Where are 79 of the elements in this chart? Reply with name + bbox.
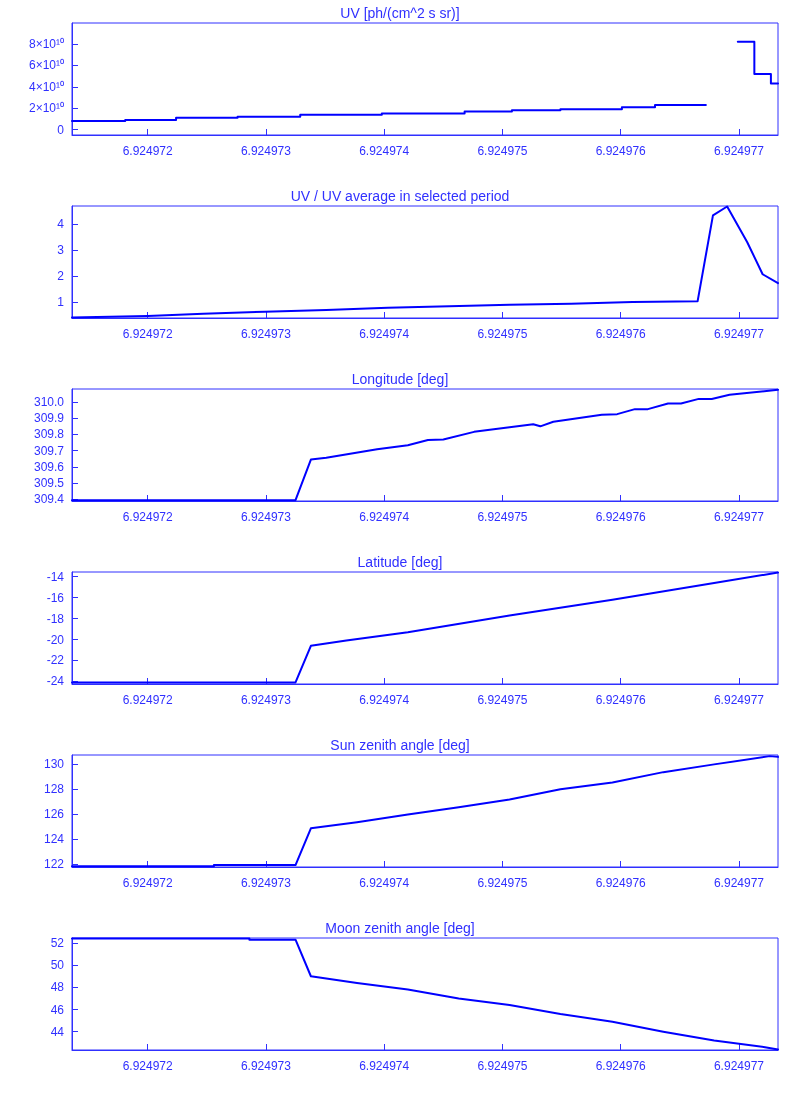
y-tick-label: 310.0 [33,394,65,409]
y-tick-label: 6×10¹⁰ [28,58,64,73]
x-tick-label: 6.924977 [713,510,765,524]
x-tick-label: 6.924975 [477,876,528,890]
x-tick-label: 6.924976 [595,327,647,341]
y-tick-label: 1 [57,295,65,310]
x-tick-label: 6.924974 [359,144,410,158]
x-tick-label: 6.924976 [595,144,647,158]
y-tick-label: 309.9 [33,411,65,426]
y-tick-label: 2 [57,269,65,284]
y-tick-label: 50 [50,958,65,973]
x-tick-label: 6.924972 [122,144,174,158]
y-tick-label: 309.8 [33,427,65,442]
x-tick-label: 6.924973 [240,876,292,890]
y-tick-label: 309.4 [33,492,65,507]
y-tick-label: 4×10¹⁰ [28,79,64,94]
x-tick-label: 6.924973 [240,327,292,341]
y-tick-label: 309.5 [33,476,65,491]
line-series [71,755,779,868]
x-tick-label: 6.924974 [359,1059,410,1073]
y-tick-label: 4 [57,216,65,231]
y-tick-label: 124 [43,832,65,847]
chart-title: Longitude [deg] [351,371,449,387]
y-tick-label: 309.7 [33,443,65,458]
y-tick-label: 52 [50,935,65,950]
y-tick-label: -24 [46,674,65,689]
line-series [71,388,779,502]
y-tick-label: 122 [43,857,65,872]
x-tick-label: 6.924977 [713,144,765,158]
y-tick-label: 46 [50,1002,65,1017]
x-tick-label: 6.924974 [359,327,410,341]
x-tick-label: 6.924975 [477,327,528,341]
x-tick-label: 6.924975 [477,693,528,707]
x-tick-label: 6.924973 [240,693,292,707]
x-tick-label: 6.924972 [122,1059,174,1073]
x-tick-label: 6.924977 [713,876,765,890]
line-series [71,205,779,319]
x-tick-label: 6.924974 [359,510,410,524]
x-tick-label: 6.924975 [477,144,528,158]
x-tick-label: 6.924977 [713,693,765,707]
y-tick-label: 3 [57,243,65,258]
x-tick-label: 6.924977 [713,1059,765,1073]
x-tick-label: 6.924975 [477,510,528,524]
x-tick-label: 6.924976 [595,876,647,890]
x-tick-label: 6.924976 [595,693,647,707]
x-tick-label: 6.924972 [122,510,174,524]
x-tick-label: 6.924974 [359,693,410,707]
y-tick-label: 128 [43,782,65,797]
y-tick-label: -14 [46,569,65,584]
y-tick-label: 44 [50,1024,65,1039]
x-tick-label: 6.924976 [595,510,647,524]
x-tick-label: 6.924973 [240,144,292,158]
y-tick-label: 126 [43,807,65,822]
chart-title: Latitude [deg] [357,554,443,570]
line-series [71,937,779,1051]
x-tick-label: 6.924972 [122,327,174,341]
x-tick-label: 6.924976 [595,1059,647,1073]
y-tick-label: -18 [46,611,65,626]
x-tick-label: 6.924977 [713,327,765,341]
chart-title: Moon zenith angle [deg] [325,920,475,936]
y-tick-label: 309.6 [33,459,65,474]
y-tick-label: -20 [46,632,65,647]
y-tick-label: 8×10¹⁰ [28,36,64,51]
y-tick-label: 0 [57,122,65,137]
x-tick-label: 6.924972 [122,876,174,890]
chart-title: UV / UV average in selected period [290,188,510,204]
y-tick-label: 2×10¹⁰ [28,101,64,116]
x-tick-label: 6.924974 [359,876,410,890]
x-tick-label: 6.924972 [122,693,174,707]
x-tick-label: 6.924973 [240,1059,292,1073]
y-tick-label: -22 [46,653,65,668]
line-series [71,571,779,684]
chart-title: Sun zenith angle [deg] [330,737,470,753]
chart-title: UV [ph/(cm^2 s sr)] [340,5,460,21]
x-tick-label: 6.924975 [477,1059,528,1073]
x-tick-label: 6.924973 [240,510,292,524]
y-tick-label: 130 [43,757,65,772]
y-tick-label: 48 [50,980,65,995]
y-tick-label: -16 [46,590,65,605]
